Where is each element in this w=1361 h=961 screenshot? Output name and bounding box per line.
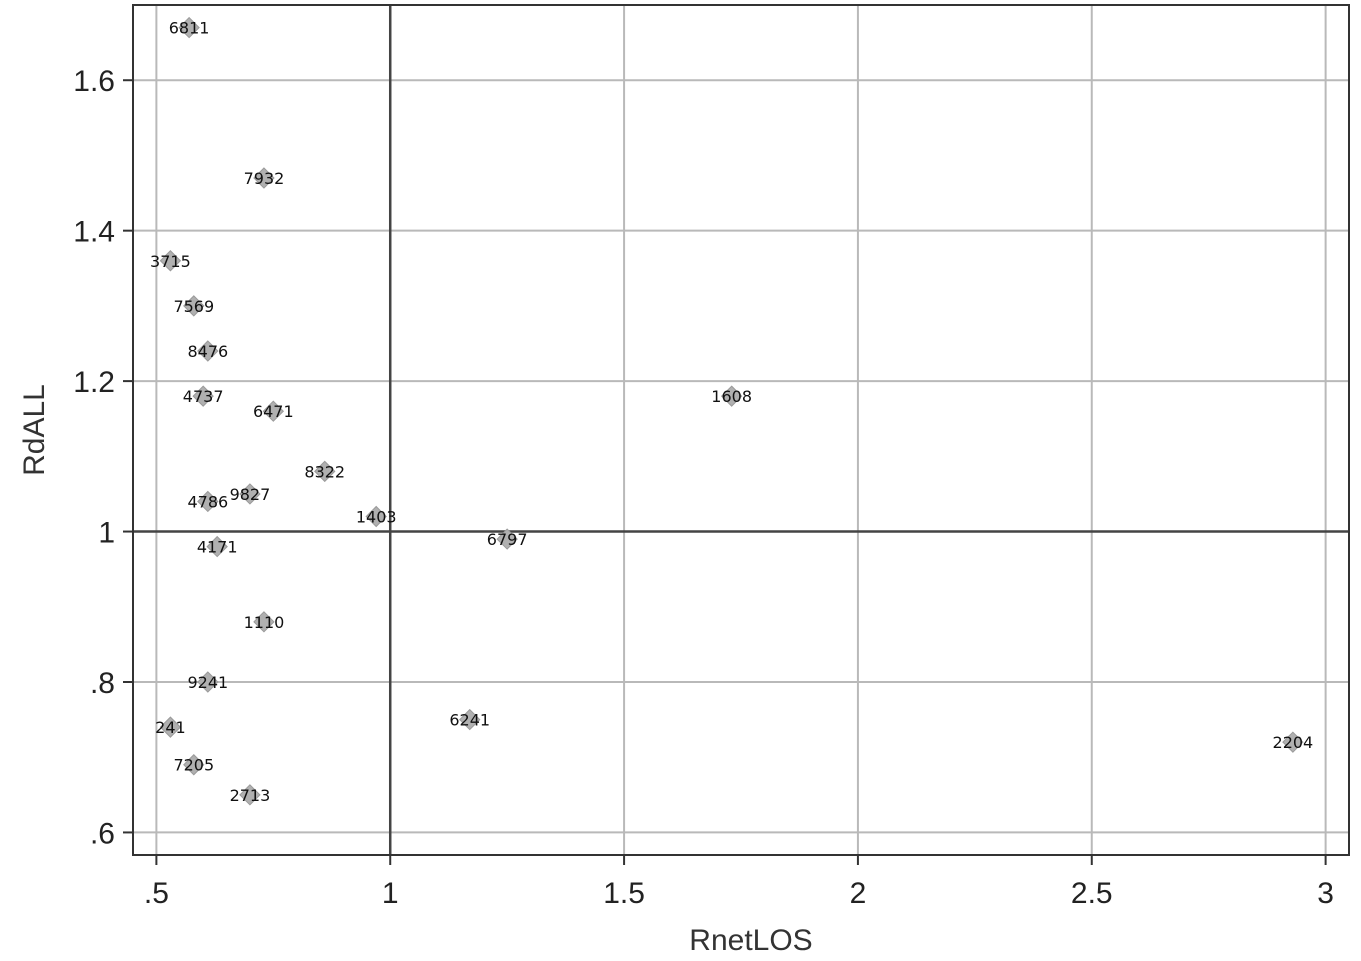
data-point-label: 7569 [173,297,214,316]
data-point-label: 3715 [150,252,191,271]
data-point-marker [192,385,214,407]
data-point-label: 4737 [183,387,224,406]
y-tick-label: 1.4 [73,216,115,249]
y-tick-label: 1 [98,517,115,550]
x-tick-label: 2 [850,877,867,910]
data-point-label: 6811 [169,19,210,38]
reference-lines [133,5,1349,855]
data-point-label: 4171 [197,538,238,557]
y-axis-title: RdALL [18,384,51,476]
y-tick-label: .6 [90,817,115,850]
data-point-marker [253,167,275,189]
data-point-label: 6797 [487,530,528,549]
data-point-label: 2713 [230,786,271,805]
data-point-label: 8476 [187,342,228,361]
y-tick-label: 1.2 [73,366,115,399]
x-tick-label: 1.5 [603,877,645,910]
y-tick-label: .8 [90,667,115,700]
data-point-label: 241 [155,718,186,737]
axis-ticks: .5 1 1.5 2 2.5 3 .6 .8 1 1.2 1.4 1.6 [73,65,1334,910]
data-point-label: 6241 [449,711,490,730]
data-point-marker [159,250,182,272]
data-point-marker [459,708,481,731]
x-axis-title: RnetLOS [689,924,812,957]
data-point-label: 1110 [244,613,285,632]
data-point-marker [197,340,219,362]
data-point-label: 4786 [187,492,228,511]
data-point-label: 1608 [711,387,752,406]
y-tick-label: 1.6 [73,65,115,98]
data-point-marker [197,490,219,513]
data-point-marker [178,16,200,39]
data-point-label: 6471 [253,402,294,421]
data-point-marker [262,400,285,422]
x-tick-label: 3 [1317,877,1334,910]
data-point-marker [496,528,518,550]
data-point-label: 9827 [230,485,271,504]
data-point-label: 7205 [173,756,214,775]
data-point-marker [183,295,205,317]
data-point-marker [1282,731,1304,753]
data-point-label: 8322 [304,462,345,481]
data-point-label: 7932 [244,169,285,188]
plot-frame [132,4,1350,856]
grid-lines [133,5,1349,855]
data-point-marker [206,535,228,558]
data-point-label: 1403 [356,508,397,527]
data-point-marker [253,611,275,633]
data-point-marker [239,784,261,806]
data-point-marker [159,716,182,738]
data-point-marker [197,671,219,693]
data-point-marker [365,505,387,528]
data-points: 6811 7932 3715 7569 8476 4737 6471 1608 8322 9827… [150,16,1314,806]
data-point-marker [239,483,261,505]
data-point-marker [183,754,205,776]
data-point-marker [720,385,743,407]
data-point-label: 2204 [1273,733,1314,752]
x-tick-label: 2.5 [1071,877,1113,910]
data-point-marker [314,460,336,483]
x-tick-label: .5 [144,877,169,910]
x-tick-label: 1 [382,877,399,910]
data-point-label: 9241 [187,673,228,692]
